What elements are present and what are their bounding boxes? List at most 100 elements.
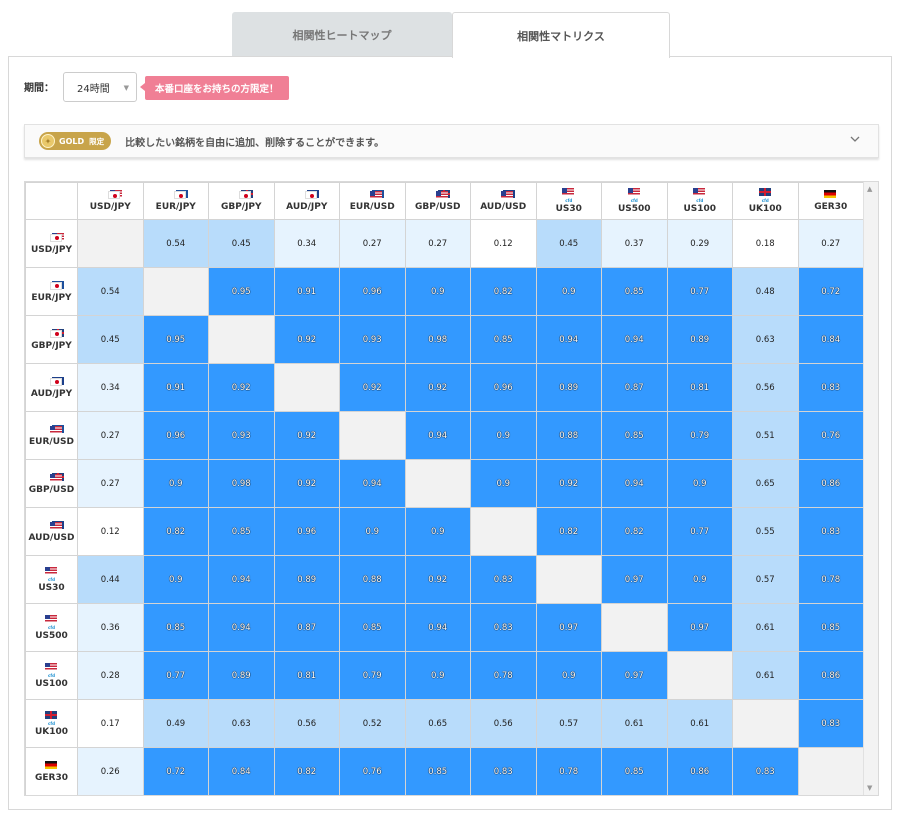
correlation-cell: 0.92 — [339, 363, 406, 412]
row-header-label: USD/JPY — [30, 244, 72, 255]
correlation-cell: 0.87 — [273, 603, 340, 652]
correlation-cell: 0.85 — [797, 603, 864, 652]
column-header-label: AUD/JPY — [286, 202, 328, 212]
correlation-cell: 0.82 — [273, 747, 340, 795]
correlation-cell: 0.77 — [142, 651, 209, 700]
row-header-label: EUR/USD — [29, 436, 74, 447]
cfd-tag: cfd — [565, 198, 573, 203]
column-header: cfd US100 — [666, 182, 733, 220]
gold-limit-label: 限定 — [89, 136, 105, 146]
correlation-cell: 0.96 — [339, 267, 406, 316]
correlation-cell: 0.82 — [142, 507, 209, 556]
correlation-cell: 0.93 — [208, 411, 275, 460]
correlation-cell: 0.77 — [666, 507, 733, 556]
correlation-cell: 0.45 — [535, 219, 602, 268]
row-header-label: GBP/USD — [28, 484, 75, 495]
correlation-cell: 0.65 — [404, 699, 471, 748]
correlation-cell: 0.89 — [273, 555, 340, 604]
correlation-cell: 0.92 — [535, 459, 602, 508]
correlation-cell: 0.95 — [142, 315, 209, 364]
correlation-cell: 0.94 — [601, 459, 668, 508]
gold-feature-bar[interactable]: ✦ GOLD 限定 比較したい銘柄を自由に追加、削除することができます。 — [24, 124, 879, 158]
row-header: cfd US100 — [25, 651, 78, 700]
chevron-down-icon: ▼ — [123, 84, 129, 92]
correlation-cell: 0.85 — [339, 603, 406, 652]
correlation-cell — [470, 507, 537, 556]
scroll-up-icon[interactable]: ▲ — [867, 185, 873, 193]
correlation-cell: 0.63 — [732, 315, 799, 364]
flag-icon — [824, 190, 837, 199]
correlation-cell: 0.94 — [601, 315, 668, 364]
correlation-cell — [666, 651, 733, 700]
period-select[interactable]: 24時間 ▼ — [63, 72, 137, 102]
correlation-cell — [601, 603, 668, 652]
correlation-cell — [404, 459, 471, 508]
table-row: GER30 0.26 0.72 0.84 0.82 0.76 0.85 0.83 0.78 0.8… — [25, 747, 864, 795]
correlation-cell: 0.54 — [142, 219, 209, 268]
correlation-cell: 0.92 — [273, 315, 340, 364]
flag-icon — [758, 188, 772, 197]
correlation-cell: 0.45 — [208, 219, 275, 268]
cfd-tag: cfd — [48, 624, 55, 630]
correlation-cell: 0.9 — [666, 555, 733, 604]
vertical-scrollbar[interactable]: ▲ ▼ — [863, 182, 878, 795]
correlation-cell: 0.96 — [470, 363, 537, 412]
correlation-cell: 0.98 — [404, 315, 471, 364]
column-header: AUD/USD — [470, 182, 537, 220]
table-row: EUR/JPY 0.54 0.95 0.91 0.96 0.9 0.82 0.9 0.85 0.7… — [25, 267, 864, 316]
column-header: GBP/JPY — [208, 182, 275, 220]
correlation-cell: 0.91 — [273, 267, 340, 316]
correlation-cell: 0.36 — [77, 603, 144, 652]
table-row: GBP/USD 0.27 0.9 0.98 0.92 0.94 0.9 0.92 0.94 0.9… — [25, 459, 864, 508]
row-header-label: US30 — [38, 582, 65, 593]
flag-icon — [427, 190, 450, 199]
correlation-cell — [732, 699, 799, 748]
column-header-label: GBP/USD — [415, 202, 461, 212]
correlation-cell: 0.83 — [470, 747, 537, 795]
cfd-tag: cfd — [696, 198, 704, 203]
correlation-cell: 0.78 — [470, 651, 537, 700]
table-row: EUR/USD 0.27 0.96 0.93 0.92 0.94 0.9 0.88 0.85 0.… — [25, 411, 864, 460]
correlation-cell: 0.76 — [797, 411, 864, 460]
column-header: EUR/USD — [339, 182, 406, 220]
flag-icon — [627, 188, 641, 197]
period-value: 24時間 — [77, 83, 110, 95]
correlation-cell: 0.96 — [142, 411, 209, 460]
correlation-cell: 0.89 — [535, 363, 602, 412]
correlation-cell: 0.57 — [732, 555, 799, 604]
correlation-cell: 0.9 — [535, 651, 602, 700]
flag-icon — [99, 190, 123, 199]
correlation-cell: 0.27 — [339, 219, 406, 268]
correlation-cell: 0.9 — [470, 459, 537, 508]
correlation-cell — [339, 411, 406, 460]
correlation-cell: 0.54 — [77, 267, 144, 316]
matrix-corner — [25, 182, 78, 220]
row-header-label: UK100 — [34, 726, 69, 737]
correlation-cell — [797, 747, 864, 795]
correlation-cell: 0.91 — [142, 363, 209, 412]
correlation-cell: 0.27 — [77, 411, 144, 460]
gold-badge-label: GOLD — [59, 136, 85, 146]
chevron-down-icon[interactable] — [850, 134, 860, 144]
gold-coin-icon: ✦ — [41, 134, 55, 148]
flag-icon — [45, 710, 58, 720]
correlation-cell: 0.83 — [797, 507, 864, 556]
correlation-cell — [535, 555, 602, 604]
column-header-label: USD/JPY — [89, 202, 131, 212]
tab-heatmap[interactable]: 相関性ヒートマップ — [232, 12, 452, 57]
row-header-label: US500 — [35, 630, 68, 641]
tab-matrix[interactable]: 相関性マトリクス — [452, 12, 670, 58]
column-header-label: GBP/JPY — [220, 202, 262, 212]
table-row: AUD/JPY 0.34 0.91 0.92 0.92 0.92 0.96 0.89 0.87 0… — [25, 363, 864, 412]
period-label: 期間： — [24, 83, 54, 94]
correlation-cell: 0.28 — [77, 651, 144, 700]
row-header: GBP/USD — [25, 459, 78, 508]
column-header-label: US30 — [555, 204, 582, 214]
scroll-down-icon[interactable]: ▼ — [867, 784, 873, 792]
correlation-cell — [77, 219, 144, 268]
correlation-cell: 0.29 — [666, 219, 733, 268]
correlation-cell: 0.12 — [470, 219, 537, 268]
correlation-cell: 0.56 — [732, 363, 799, 412]
correlation-cell: 0.85 — [470, 315, 537, 364]
correlation-cell: 0.27 — [77, 459, 144, 508]
